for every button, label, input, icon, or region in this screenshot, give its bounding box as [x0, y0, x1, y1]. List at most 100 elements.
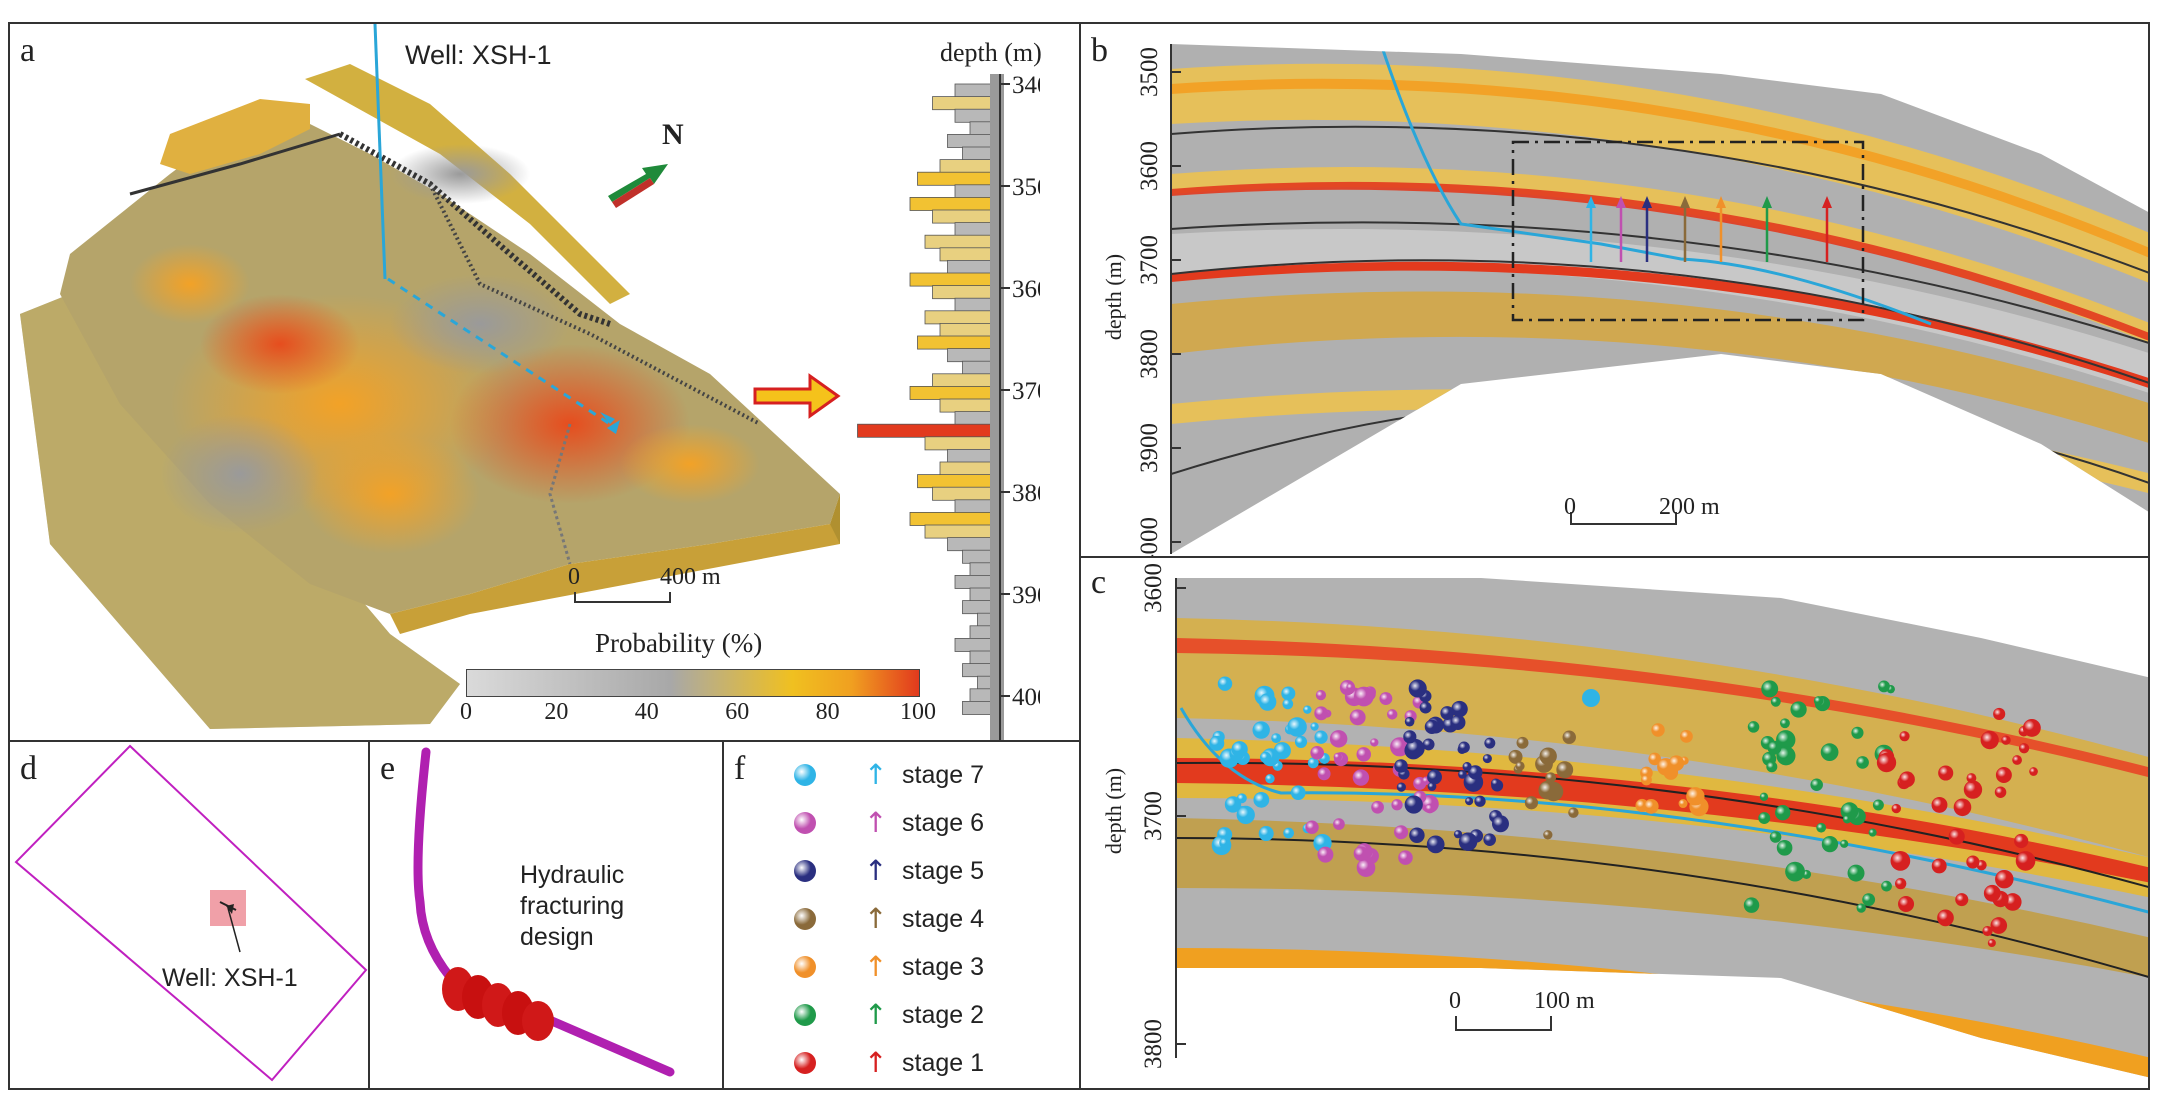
event-highlight [1440, 706, 1455, 720]
event-highlight [1451, 700, 1468, 718]
event-highlight [1966, 773, 1977, 783]
event-highlight [1353, 686, 1374, 707]
event-highlight [1937, 909, 1954, 927]
legend-sphere-icon [794, 1004, 816, 1026]
panel-b-scale-value: 200 m [1659, 494, 1720, 520]
well-location-map [14, 744, 368, 1082]
log-tick-label: 3500 [1012, 174, 1040, 201]
event-highlight [1253, 791, 1270, 808]
frac-arrow-head [1680, 196, 1690, 208]
panel-b: b 3500 3600 3700 3800 3900 4000 depth (m) 0 [1079, 22, 2150, 558]
event-highlight [1219, 837, 1231, 849]
event-highlight [1821, 835, 1839, 853]
colorbar-tick: 100 [900, 699, 936, 725]
event-highlight [1651, 723, 1665, 737]
c-tick-label: 3700 [1140, 791, 1167, 841]
event-highlight [1450, 714, 1466, 730]
legend-arrow-icon: ↑ [864, 902, 888, 935]
microseismic-section-c: 3600 3700 3800 [1140, 563, 2148, 1078]
event-highlight [1982, 925, 1993, 937]
event-highlight [1282, 698, 1294, 710]
event-highlight [1294, 735, 1308, 748]
event-highlight [1668, 755, 1685, 771]
event-highlight [1899, 771, 1915, 788]
log-bar [917, 171, 1001, 186]
event-highlight [2029, 767, 2038, 776]
event-highlight [1790, 701, 1807, 718]
c-tick-label: 3800 [1140, 1019, 1167, 1069]
event-highlight [1995, 869, 2014, 889]
event-highlight [1271, 733, 1282, 744]
event-highlight [1352, 769, 1370, 786]
event-highlight [1426, 835, 1445, 854]
event-highlight [1810, 778, 1823, 792]
event-highlight [1315, 690, 1327, 701]
log-bar [917, 474, 1001, 489]
event-highlight [1290, 785, 1306, 801]
event-highlight [1987, 938, 1996, 947]
event-highlight [2015, 851, 2036, 871]
event-highlight [1346, 682, 1356, 692]
panel-e-label: e [380, 750, 396, 787]
event-highlight [1394, 825, 1409, 840]
model-upper-block [160, 99, 310, 174]
event-highlight [1953, 798, 1972, 817]
event-highlight [1356, 858, 1376, 877]
event-highlight [1482, 754, 1492, 764]
north-label: N [662, 118, 684, 151]
microseismic-event [1582, 689, 1600, 707]
legend-item: ↑ stage 6 [794, 804, 1054, 844]
legend-sphere-icon [794, 860, 816, 882]
panel-f-label: f [734, 750, 746, 787]
event-highlight [1538, 780, 1558, 800]
event-highlight [1868, 828, 1877, 837]
event-highlight [1483, 833, 1496, 846]
colorbar-tick: 80 [815, 699, 840, 725]
event-highlight [1390, 737, 1410, 757]
legend-label: stage 3 [902, 953, 985, 981]
b-tick-label: 4000 [1136, 517, 1163, 558]
reservoir-3d-model [20, 24, 841, 729]
event-highlight [1816, 822, 1827, 833]
event-highlight [1769, 831, 1782, 843]
legend-item: ↑ stage 3 [794, 948, 1054, 988]
event-highlight [2001, 735, 2011, 745]
event-highlight [1427, 769, 1442, 785]
event-highlight [1310, 746, 1325, 760]
legend-arrow-icon: ↑ [864, 950, 888, 983]
panel-c-scale-zero: 0 [1449, 988, 1461, 1014]
colorbar-tick: 20 [544, 699, 569, 725]
legend-label: stage 7 [902, 761, 985, 789]
event-highlight [1539, 747, 1557, 765]
event-highlight [1468, 765, 1483, 780]
event-highlight [1217, 676, 1233, 691]
log-bar [924, 310, 1001, 325]
scale-zero: 0 [568, 564, 580, 590]
event-highlight [1314, 730, 1328, 744]
event-highlight [1265, 774, 1275, 784]
caption-line-3: design [520, 923, 594, 951]
legend-item: ↑ stage 2 [794, 996, 1054, 1036]
b-tick-label: 3500 [1136, 47, 1163, 97]
frac-arrow-head [1586, 196, 1596, 208]
event-highlight [2022, 718, 2041, 737]
event-highlight [1872, 799, 1884, 811]
panel-e-caption: Hydraulic fracturing design [520, 860, 624, 953]
event-highlight [1356, 747, 1371, 762]
event-highlight [1767, 740, 1782, 755]
log-tick-label: 3800 [1012, 480, 1040, 507]
event-highlight [2018, 743, 2030, 754]
legend-item: ↑ stage 1 [794, 1044, 1054, 1084]
event-highlight [1556, 761, 1574, 779]
event-highlight [1314, 706, 1329, 721]
legend-label: stage 6 [902, 809, 985, 837]
event-highlight [1484, 737, 1496, 749]
event-highlight [1948, 828, 1965, 845]
b-tick-label: 3700 [1136, 235, 1163, 285]
event-highlight [1259, 751, 1272, 763]
event-highlight [1840, 839, 1849, 848]
log-bar [932, 209, 1001, 224]
panel-d-well-label: Well: XSH-1 [162, 964, 298, 992]
event-highlight [1307, 757, 1319, 769]
event-highlight [1403, 730, 1417, 744]
